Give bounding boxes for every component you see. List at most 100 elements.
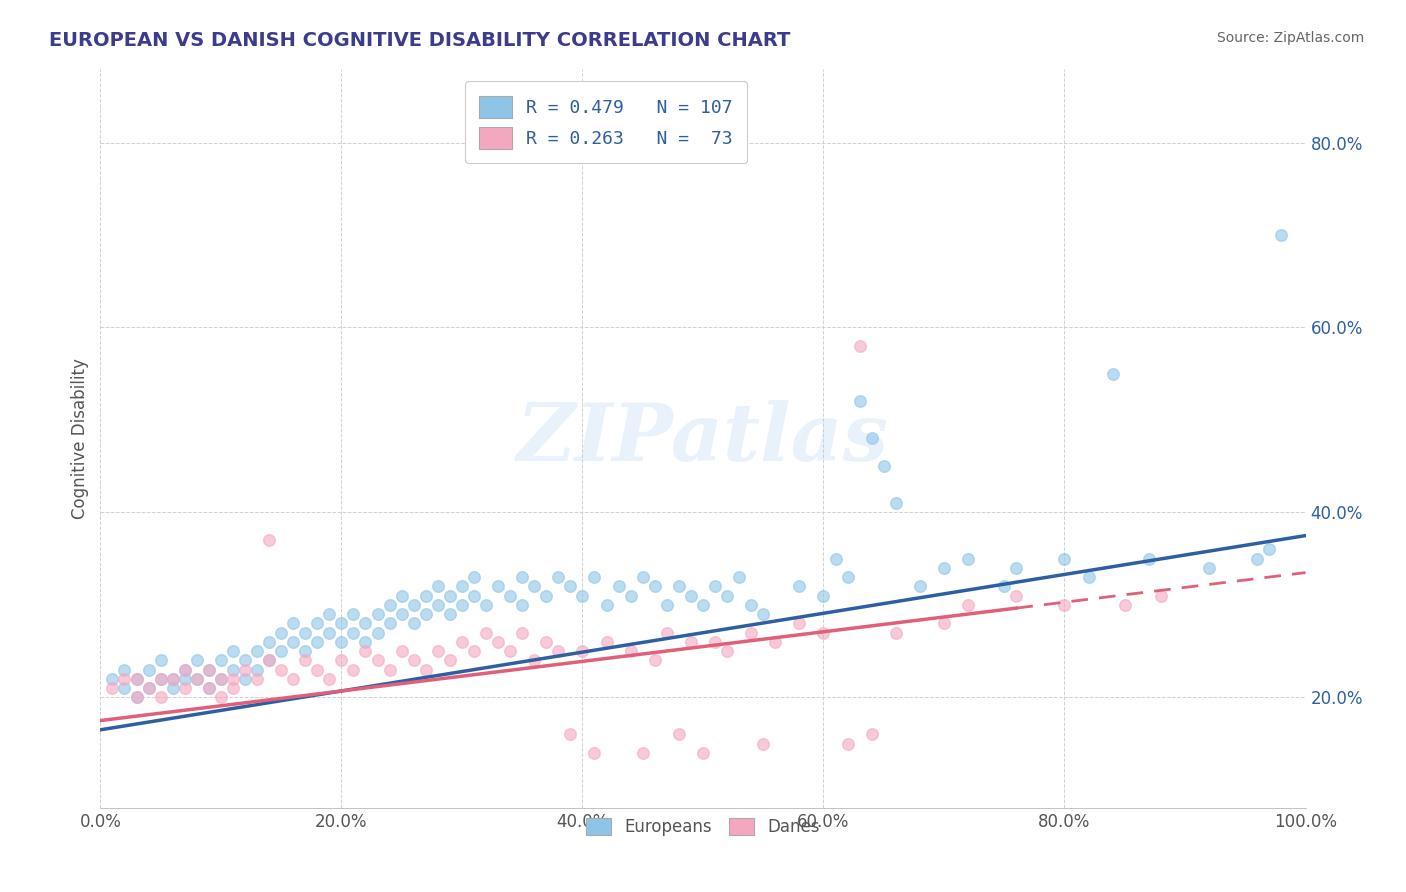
Point (378, 663, 401, 677)
Point (257, 635, 280, 649)
Point (860, 432, 883, 446)
Point (1005, 589, 1028, 603)
Point (342, 607, 364, 622)
Point (222, 681, 245, 696)
Point (125, 690, 148, 705)
Point (848, 394, 870, 409)
Point (536, 589, 558, 603)
Point (860, 727, 883, 741)
Point (1270, 227, 1292, 242)
Point (354, 635, 377, 649)
Point (1053, 598, 1076, 612)
Point (704, 579, 727, 593)
Point (789, 616, 811, 631)
Point (173, 672, 195, 686)
Point (993, 579, 1015, 593)
Point (813, 589, 835, 603)
Point (138, 681, 160, 696)
Point (257, 653, 280, 667)
Point (367, 607, 389, 622)
Point (728, 570, 751, 584)
Point (957, 551, 980, 566)
Point (186, 653, 208, 667)
Point (367, 653, 389, 667)
Point (475, 598, 498, 612)
Point (704, 635, 727, 649)
Point (198, 681, 221, 696)
Point (114, 681, 136, 696)
Point (1077, 570, 1099, 584)
Point (536, 635, 558, 649)
Point (270, 625, 292, 640)
Point (173, 663, 195, 677)
Point (149, 690, 172, 705)
Point (233, 663, 256, 677)
Point (283, 672, 305, 686)
Point (1150, 589, 1173, 603)
Point (294, 644, 316, 658)
Point (716, 644, 738, 658)
Point (740, 625, 762, 640)
Point (198, 663, 221, 677)
Point (257, 533, 280, 548)
Point (233, 653, 256, 667)
Point (873, 459, 896, 474)
Point (318, 672, 340, 686)
Point (1246, 551, 1268, 566)
Point (571, 644, 593, 658)
Point (932, 616, 955, 631)
Point (547, 644, 569, 658)
Point (908, 579, 931, 593)
Point (222, 663, 245, 677)
Y-axis label: Cognitive Disability: Cognitive Disability (72, 358, 89, 519)
Point (162, 672, 184, 686)
Point (451, 598, 474, 612)
Point (415, 663, 437, 677)
Point (571, 589, 593, 603)
Point (1053, 551, 1076, 566)
Point (932, 561, 955, 575)
Point (114, 663, 136, 677)
Point (125, 672, 148, 686)
Point (415, 589, 437, 603)
Point (415, 607, 437, 622)
Point (149, 672, 172, 686)
Point (752, 737, 775, 751)
Point (439, 607, 461, 622)
Point (439, 653, 461, 667)
Point (125, 672, 148, 686)
Point (607, 579, 630, 593)
Text: ZIPatlas: ZIPatlas (517, 400, 889, 477)
Point (824, 551, 846, 566)
Text: EUROPEAN VS DANISH COGNITIVE DISABILITY CORRELATION CHART: EUROPEAN VS DANISH COGNITIVE DISABILITY … (49, 31, 790, 50)
Point (631, 570, 654, 584)
Point (149, 653, 172, 667)
Point (884, 496, 907, 510)
Point (547, 570, 569, 584)
Point (837, 570, 859, 584)
Point (1114, 598, 1136, 612)
Point (486, 635, 509, 649)
Point (1137, 551, 1160, 566)
Point (342, 625, 364, 640)
Point (391, 589, 413, 603)
Point (486, 579, 509, 593)
Point (391, 607, 413, 622)
Point (391, 644, 413, 658)
Point (813, 625, 835, 640)
Point (583, 746, 606, 760)
Point (307, 616, 329, 631)
Point (114, 672, 136, 686)
Point (173, 663, 195, 677)
Point (246, 663, 269, 677)
Point (848, 339, 870, 353)
Point (186, 672, 208, 686)
Point (426, 598, 449, 612)
Point (367, 625, 389, 640)
Point (692, 746, 714, 760)
Point (631, 746, 654, 760)
Point (463, 589, 485, 603)
Point (655, 598, 678, 612)
Point (957, 598, 980, 612)
Point (270, 644, 292, 658)
